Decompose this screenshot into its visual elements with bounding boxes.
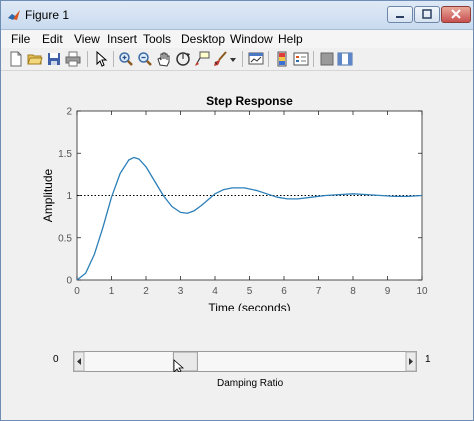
figure-toolbar [1,48,473,71]
x-tick-label: 8 [350,286,356,297]
x-tick-label: 5 [247,286,253,297]
maximize-icon [422,9,432,19]
close-button[interactable] [441,6,471,23]
x-tick-label: 2 [143,286,149,297]
x-tick-label: 10 [416,286,428,297]
toolbar-separator [87,51,88,67]
damping-ratio-slider[interactable] [73,351,417,372]
matlab-logo-icon [8,10,20,20]
menu-insert[interactable]: Insert [107,32,138,46]
y-tick-label: 0 [66,276,72,287]
zoom-out-icon[interactable] [137,51,153,67]
data-cursor-icon[interactable] [194,51,210,67]
toolbar-separator [313,51,314,67]
slider-max-label: 1 [425,354,431,365]
link-plot-icon[interactable] [248,51,264,67]
x-axis-label: Time (seconds) [208,301,290,311]
x-tick-label: 4 [212,286,218,297]
new-figure-icon[interactable] [8,51,24,67]
maximize-button[interactable] [414,6,440,23]
left-arrow-icon [77,358,81,365]
x-tick-label: 3 [178,286,184,297]
menu-help[interactable]: Help [278,32,303,46]
y-tick-label: 1.5 [58,149,72,160]
x-tick-label: 7 [316,286,322,297]
right-arrow-icon [409,358,413,365]
menu-window[interactable]: Window [230,32,273,46]
pointer-icon[interactable] [93,51,109,67]
y-tick-label: 2 [66,107,72,118]
x-tick-label: 1 [109,286,115,297]
toolbar-separator [242,51,243,67]
close-icon [451,9,461,19]
menu-bar: File Edit View Insert Tools Desktop Wind… [1,30,473,48]
pan-hand-icon[interactable] [156,51,172,67]
chart-title: Step Response [206,94,293,108]
step-response-line-0 [76,156,423,281]
hide-plot-tools-icon[interactable] [319,51,335,67]
mouse-cursor-icon [173,359,185,372]
colorbar-icon[interactable] [274,51,290,67]
step-response-plot: Step Response 0 1 2 3 4 5 6 7 8 9 10 0 0.5 1 1.5 2 Time (… [41,94,428,311]
zoom-in-icon[interactable] [118,51,134,67]
menu-edit[interactable]: Edit [42,32,63,46]
legend-icon[interactable] [293,51,309,67]
x-tick-label: 0 [74,286,80,297]
menu-desktop[interactable]: Desktop [181,32,226,46]
brush-dropdown-icon[interactable] [229,51,237,67]
x-tick-label: 9 [385,286,391,297]
menu-file[interactable]: File [11,32,31,46]
slider-min-label: 0 [53,354,59,365]
slider-track[interactable] [73,351,417,372]
title-bar[interactable]: Figure 1 [1,1,473,30]
y-tick-label: 0.5 [58,233,72,244]
menu-tools[interactable]: Tools [143,32,172,46]
rotate-3d-icon[interactable] [175,51,191,67]
y-tick-label: 1 [66,191,72,202]
show-plot-tools-icon[interactable] [337,51,353,67]
save-icon[interactable] [46,51,62,67]
slider-caption: Damping Ratio [217,378,284,389]
print-icon[interactable] [65,51,81,67]
y-axis-label: Amplitude [41,169,55,223]
x-tick-label: 6 [281,286,287,297]
open-file-icon[interactable] [27,51,43,67]
toolbar-separator [268,51,269,67]
minimize-icon [396,16,404,18]
menu-view[interactable]: View [74,32,100,46]
toolbar-separator [113,51,114,67]
brush-icon[interactable] [212,51,228,67]
minimize-button[interactable] [387,6,413,23]
window-title: Figure 1 [25,8,70,22]
